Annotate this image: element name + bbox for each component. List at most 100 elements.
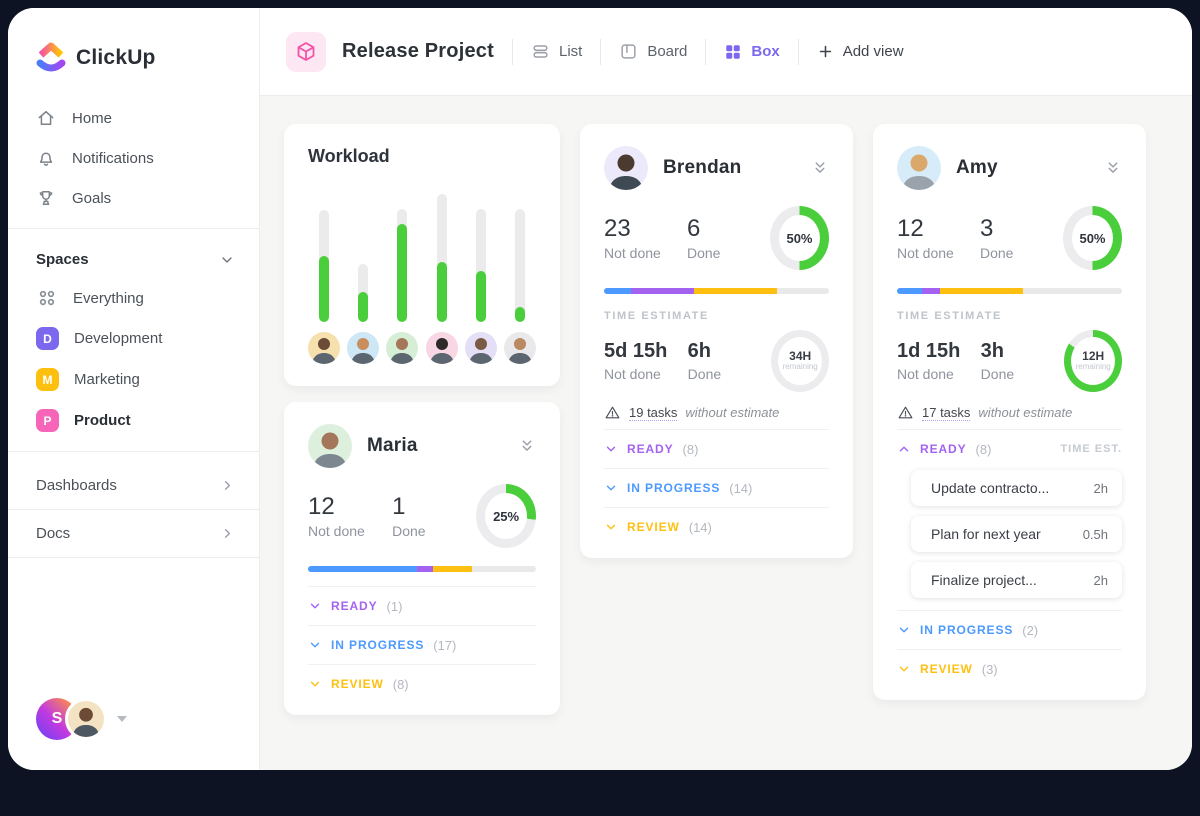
space-label: Marketing [74,371,140,388]
sidebar-item-dashboards[interactable]: Dashboards [8,462,259,509]
member-avatar [897,146,941,190]
clickup-logo-icon [36,42,66,74]
task-time-estimate: 2h [1093,572,1108,588]
section-count: (8) [392,676,409,692]
divider [8,228,259,229]
progress-donut: 50% [1062,206,1122,270]
chevron-down-icon [310,642,320,648]
section-in-progress[interactable]: IN PROGRESS (14) [604,468,829,507]
not-done-label: Not done [897,245,954,262]
te-done: 6h [687,340,712,362]
section-label: READY [627,442,674,456]
not-done-label: Not done [308,523,365,540]
warning-triangle-icon [898,406,913,419]
tab-list-view[interactable]: List [531,42,582,61]
donut-percent: 50% [1079,230,1106,246]
space-label: Everything [73,289,144,307]
task-title: Finalize project... [931,572,1037,588]
status-segment [897,288,922,294]
user-avatar[interactable] [65,698,107,740]
not-done-label: Not done [604,245,661,262]
member-avatar [308,424,352,468]
divider [600,38,602,65]
done-label: Done [979,245,1014,262]
caret-down-icon[interactable] [117,716,127,722]
sidebar-item-home[interactable]: Home [8,98,259,138]
remaining-value: 12H [1082,349,1105,363]
chevron-down-icon [310,681,320,687]
remaining-label: remaining [1075,362,1111,372]
sidebar-item-product[interactable]: P Product [8,400,259,441]
view-toolbar: Release Project List Board [260,8,1192,96]
spaces-header[interactable]: Spaces [8,239,259,278]
workload-fill [397,224,408,322]
section-in-progress[interactable]: IN PROGRESS (2) [897,610,1122,649]
donut-percent: 50% [786,230,813,246]
section-label: READY [920,442,967,456]
time-estimate-label: TIME ESTIMATE [897,310,1002,322]
time-estimate-label: TIME ESTIMATE [604,310,709,322]
section-review[interactable]: REVIEW (8) [308,664,536,703]
sidebar-item-everything[interactable]: Everything [8,278,259,318]
warning-text: without estimate [978,405,1073,420]
te-not-done: 5d 15h [604,340,668,362]
tab-board-view[interactable]: Board [619,42,687,61]
member-card-maria: Maria 12 Not done 1 Done 25% [284,402,560,715]
remaining-ring: 12H remaining [1064,330,1122,392]
status-segment [433,566,473,572]
task-title: Update contracto... [931,480,1050,496]
capacity-track [436,194,447,322]
section-ready[interactable]: READY (1) [308,586,536,625]
tab-label: List [558,43,583,60]
divider [511,38,513,65]
sidebar-item-goals[interactable]: Goals [8,178,259,218]
sidebar-item-marketing[interactable]: M Marketing [8,359,259,400]
section-review[interactable]: REVIEW (14) [604,507,829,546]
section-in-progress[interactable]: IN PROGRESS (17) [308,625,536,664]
sidebar-item-notifications[interactable]: Notifications [8,138,259,178]
collapse-chevrons-icon[interactable] [1104,159,1122,177]
workload-bar [386,209,419,364]
section-label: READY [331,599,378,613]
tasks-without-estimate-link[interactable]: 19 tasks [629,404,678,421]
estimate-warning: 19 tasks without estimate [604,404,829,421]
everything-grid-icon [36,287,58,309]
sidebar-item-development[interactable]: D Development [8,318,259,359]
box-view-content: Workload Maria [260,96,1192,770]
te-done-label: Done [980,366,1015,382]
capacity-track [514,209,525,322]
donut-percent: 25% [493,508,520,524]
member-name: Maria [367,435,418,456]
workload-title: Workload [308,146,390,166]
te-done-label: Done [687,366,722,382]
section-ready[interactable]: READY (8) [604,429,829,468]
task-row[interactable]: Finalize project... 2h [911,562,1122,598]
status-segment [631,288,694,294]
account-switcher[interactable]: S [8,678,259,770]
bell-icon [36,148,56,168]
workload-fill [514,307,525,322]
sidebar-item-label: Notifications [72,149,154,167]
chevron-down-icon [606,485,616,491]
workload-bar [308,210,340,364]
add-view-button[interactable]: Add view [817,43,904,60]
tasks-without-estimate-link[interactable]: 17 tasks [922,404,971,421]
member-avatar [386,332,419,364]
task-row[interactable]: Plan for next year 0.5h [911,516,1122,552]
spaces-title: Spaces [36,251,89,268]
progress-donut: 50% [769,206,829,270]
section-ready-expanded[interactable]: READY (8) TIME EST. [897,429,1122,468]
workload-bar [464,209,497,364]
section-label: IN PROGRESS [331,638,425,652]
tab-box-view[interactable]: Box [724,43,780,61]
space-badge-development: D [36,327,59,350]
task-row[interactable]: Update contracto... 2h [911,470,1122,506]
task-time-estimate: 0.5h [1082,526,1108,542]
collapse-chevrons-icon[interactable] [811,159,829,177]
list-icon [531,42,550,61]
sidebar-item-docs[interactable]: Docs [8,510,259,557]
section-review[interactable]: REVIEW (3) [897,649,1122,688]
chevron-down-icon [899,666,909,672]
collapse-chevrons-icon[interactable] [518,437,536,455]
member-name: Brendan [663,157,742,178]
